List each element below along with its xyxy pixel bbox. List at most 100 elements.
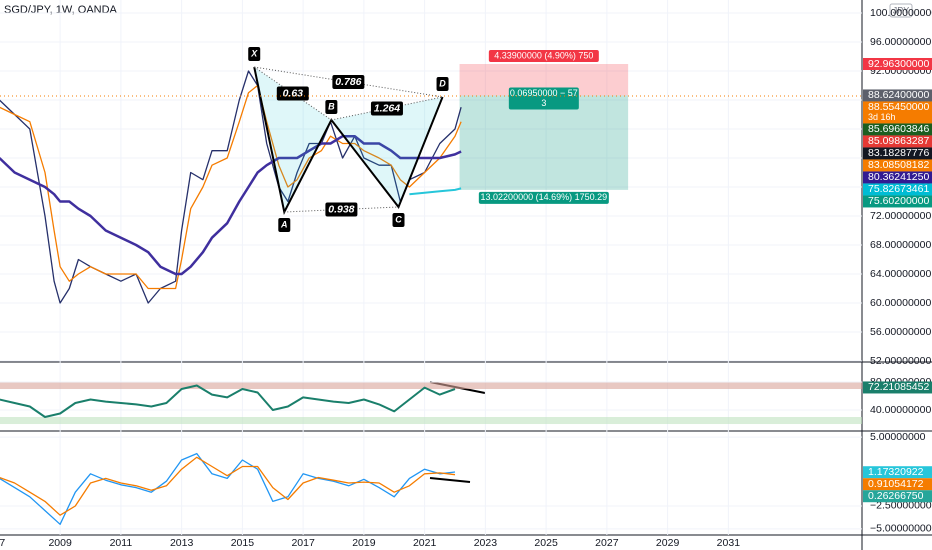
y-tick-label: 100.00000000 (870, 7, 932, 19)
price-badge-label: 92.96300000 (868, 58, 929, 70)
band (0, 382, 862, 390)
x-tick-label: 2021 (413, 537, 437, 549)
point-label: C (395, 214, 402, 224)
series-line (0, 452, 456, 525)
point-box (392, 212, 405, 227)
x-tick-label: 2019 (352, 537, 376, 549)
price-badge (863, 478, 932, 491)
chart-title: SGD/JPY, 1W, OANDA (4, 4, 118, 16)
x-tick-label: 07 (0, 537, 5, 549)
ratio-box (370, 101, 403, 116)
ratio-box (276, 86, 309, 101)
x-tick-label: 2029 (656, 537, 680, 549)
y-tick-label: 64.00000000 (870, 268, 931, 280)
point-box (248, 46, 261, 61)
x-tick-label: 2023 (474, 537, 498, 549)
entry-label-box (508, 87, 579, 110)
target-label-box (478, 191, 609, 204)
ratio-line (253, 66, 332, 121)
y-tick-label: 60.00000000 (870, 297, 931, 309)
stop-label-box (488, 49, 599, 62)
y-tick-label: 68.00000000 (870, 239, 931, 251)
price-badge (863, 490, 932, 503)
price-badge-label: 85.09863287 (868, 135, 929, 147)
price-badge (863, 195, 932, 208)
series-line (0, 70, 462, 304)
price-badge (863, 123, 932, 136)
y-tick-label: 5.00000000 (870, 431, 926, 443)
point-box (436, 77, 449, 92)
price-badge-label: 80.36241250 (868, 171, 929, 183)
ratio-label: 0.63 (283, 87, 304, 99)
point-label: A (280, 219, 288, 229)
ratio-label: 1.264 (374, 102, 400, 114)
ratio-box (332, 74, 365, 89)
price-badge-label: 0.91054172 (868, 478, 924, 490)
panel: 100.0000000096.0000000092.0000000088.000… (0, 7, 932, 367)
y-tick-label: 72.00000000 (870, 210, 931, 222)
y-tick-label: 52.00000000 (870, 355, 931, 367)
price-badge (863, 183, 932, 196)
currency-badge (889, 3, 913, 18)
point-box (325, 99, 338, 114)
price-badge-label: 75.82673461 (868, 183, 929, 195)
ratio-line (331, 96, 443, 121)
price-badge (863, 101, 932, 124)
currency-label: JPY (893, 5, 910, 15)
price-badge-label: 83.18287776 (868, 147, 929, 159)
x-tick-label: 2011 (110, 537, 133, 549)
price-badge-sub: 3d 16h (868, 112, 896, 122)
price-badge (863, 159, 932, 172)
price-badge (863, 381, 932, 394)
series-line (0, 84, 462, 290)
point-label: B (328, 101, 335, 111)
band (0, 417, 862, 425)
pattern-fill (254, 66, 332, 212)
x-tick-label: 2009 (48, 537, 72, 549)
y-tick-label: 40.00000000 (870, 404, 931, 416)
ratio-label: 0.938 (328, 203, 354, 215)
entry-label: 3 (541, 98, 546, 108)
point-box (278, 217, 291, 232)
pattern-fill (331, 97, 443, 207)
point-label: X (250, 48, 258, 58)
point-label: D (439, 78, 446, 88)
x-tick-label: 2025 (534, 537, 558, 549)
target-zone (459, 95, 629, 190)
x-tick-label: 2013 (170, 537, 194, 549)
stop-label: 4.33900000 (4.90%) 750 (494, 50, 593, 60)
price-badge-label: 72.21085452 (868, 381, 929, 393)
price-badge (863, 171, 932, 184)
y-tick-label: 56.00000000 (870, 326, 931, 338)
price-badge-label: 0.26266750 (868, 490, 924, 502)
price-badge (863, 135, 932, 148)
target-label: 13.02200000 (14.69%) 1750.29 (481, 192, 608, 202)
ratio-label: 0.786 (335, 76, 361, 88)
price-badge (863, 89, 932, 102)
price-badge-label: 88.55450000 (868, 101, 929, 113)
series-line (0, 384, 456, 418)
price-badge (863, 147, 932, 160)
x-tick-label: 2015 (231, 537, 255, 549)
price-badge-label: 85.69603846 (868, 123, 929, 135)
divergence-line (429, 477, 471, 483)
price-badge (863, 466, 932, 479)
x-tick-label: 2027 (595, 537, 619, 549)
x-tick-label: 2017 (291, 537, 315, 549)
y-tick-label: −2.50000000 (870, 500, 932, 512)
panel: 5.00000000 −2.50000000 −5.00000000 1.173209… (0, 431, 932, 535)
ratio-box (325, 202, 358, 217)
x-tick-label: 2031 (717, 537, 741, 549)
price-badge-label: 83.08508182 (868, 159, 929, 171)
price-badge-label: 75.60200000 (868, 195, 929, 207)
y-tick-label: 96.00000000 (870, 36, 931, 48)
price-badge (863, 57, 932, 70)
price-badge-label: 88.62400000 (868, 89, 929, 101)
series-line (0, 456, 456, 516)
series-line (409, 187, 462, 196)
entry-label: 0.06950000 − 57 (510, 88, 578, 98)
series-line (0, 134, 462, 276)
